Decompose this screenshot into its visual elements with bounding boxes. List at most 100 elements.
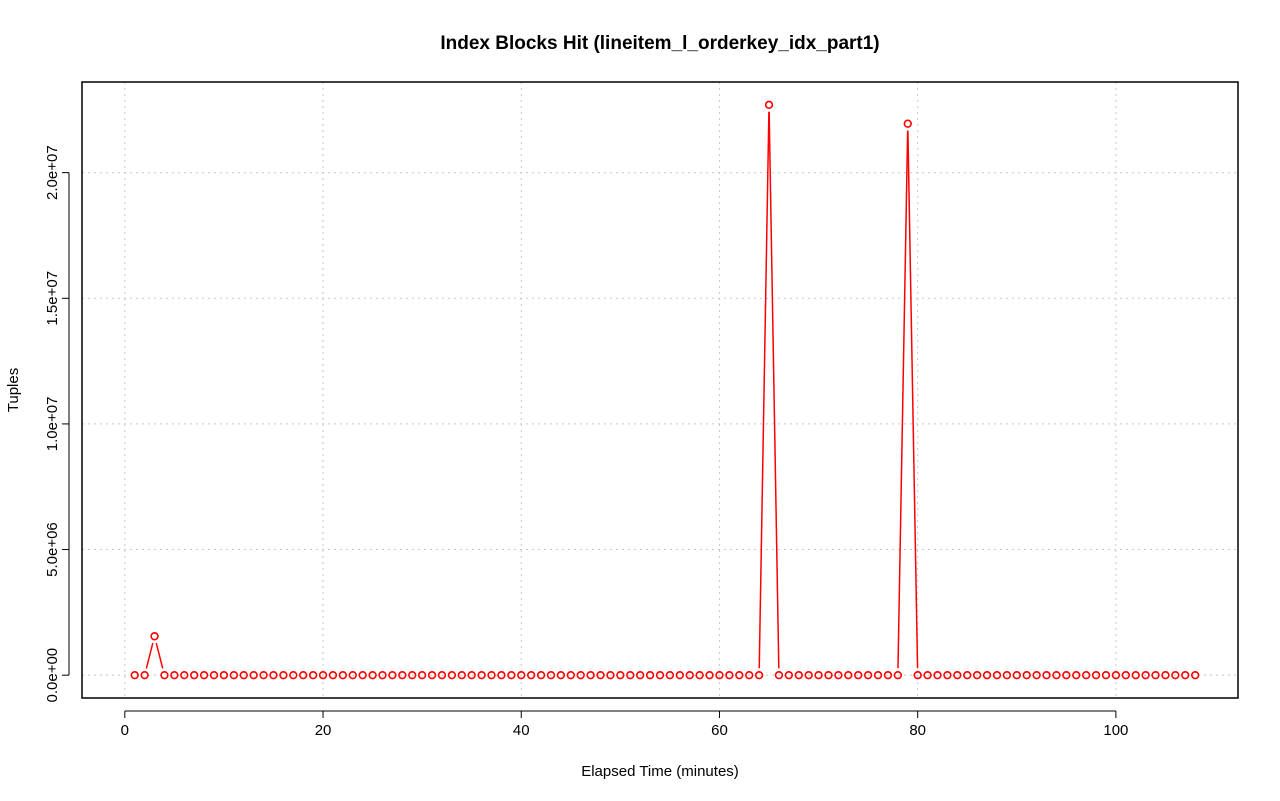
data-point [259, 670, 268, 680]
data-point [982, 670, 992, 680]
data-point [199, 670, 209, 680]
data-point [249, 670, 258, 680]
data-point [477, 670, 486, 680]
data-point [844, 670, 853, 680]
data-point [824, 670, 833, 680]
data-point [536, 670, 546, 680]
series-segment [145, 642, 154, 669]
data-point [398, 670, 407, 680]
data-point [1171, 670, 1180, 680]
x-tick-label: 100 [1103, 722, 1128, 739]
data-point [1091, 670, 1101, 680]
grid [82, 82, 1238, 698]
data-point [358, 670, 367, 680]
x-tick-label: 20 [315, 722, 332, 739]
data-point [269, 670, 278, 680]
data-point [328, 670, 338, 680]
y-axis: 0.0e+00 5.0e+06 1.0e+07 1.5e+07 2.0e+07 [44, 145, 70, 703]
y-tick-label: 5.0e+06 [44, 522, 61, 577]
data-point [695, 670, 704, 680]
data-point [834, 670, 843, 680]
data-point [635, 670, 645, 680]
data-point [1052, 670, 1061, 680]
data-point [774, 670, 784, 680]
data-point [685, 670, 694, 680]
data-point [873, 670, 883, 680]
x-axis-label: Elapsed Time (minutes) [581, 763, 739, 780]
data-point [933, 670, 942, 680]
data-point [526, 670, 536, 680]
y-tick-label: 2.0e+07 [44, 145, 61, 200]
x-tick-label: 80 [909, 722, 926, 739]
data-point [626, 670, 635, 680]
data-point [814, 670, 823, 680]
data-point [1190, 670, 1200, 680]
data-point [368, 670, 377, 680]
x-tick-label: 0 [121, 722, 129, 739]
data-point [160, 670, 169, 680]
data-point [735, 670, 744, 680]
x-tick-label: 60 [711, 722, 728, 739]
data-point [170, 670, 179, 680]
data-point [1151, 670, 1160, 680]
x-tick-label: 40 [513, 722, 530, 739]
data-point [289, 670, 298, 680]
data-point [913, 670, 922, 680]
series-segment [907, 130, 919, 669]
data-point [1072, 670, 1081, 680]
data-point [408, 670, 417, 680]
data-point [1111, 670, 1121, 680]
data-point [705, 670, 714, 680]
data-point [388, 670, 397, 680]
series-segment [897, 130, 909, 669]
data-point [1032, 670, 1041, 680]
data-point [189, 670, 199, 680]
data-point [943, 670, 952, 680]
data-point [546, 670, 556, 680]
data-point [447, 670, 457, 680]
data-point [764, 100, 774, 110]
data-point [655, 670, 665, 680]
series-segment [758, 111, 770, 669]
data-point [754, 670, 764, 680]
data-point [1131, 670, 1140, 680]
data-point [1121, 670, 1131, 680]
data-point [665, 670, 675, 680]
series-line [145, 111, 919, 669]
data-point [180, 670, 189, 680]
data-point [417, 670, 427, 680]
data-point [487, 670, 496, 680]
data-point [1002, 670, 1012, 680]
data-point [299, 670, 308, 680]
data-point [427, 670, 437, 680]
data-point [963, 670, 972, 680]
data-point [606, 670, 615, 680]
data-point [616, 670, 625, 680]
data-point [744, 670, 754, 680]
data-point [457, 670, 466, 680]
data-point [784, 670, 794, 680]
data-point [596, 670, 605, 680]
data-point [992, 670, 1002, 680]
data-point [1141, 670, 1150, 680]
data-point [566, 670, 576, 680]
data-point [1062, 670, 1071, 680]
data-point [1101, 670, 1111, 680]
data-point [437, 670, 447, 680]
data-point [497, 670, 506, 680]
data-point [1081, 670, 1091, 680]
data-point [318, 670, 328, 680]
data-point [804, 670, 813, 680]
data-point [130, 670, 139, 680]
data-point [229, 670, 239, 680]
data-point [586, 670, 595, 680]
data-point [675, 670, 685, 680]
data-point [279, 670, 288, 680]
series-segment [155, 642, 164, 669]
data-point [725, 670, 734, 680]
data-point [239, 670, 248, 680]
data-point [893, 670, 903, 680]
data-point [467, 670, 476, 680]
data-point [972, 670, 982, 680]
